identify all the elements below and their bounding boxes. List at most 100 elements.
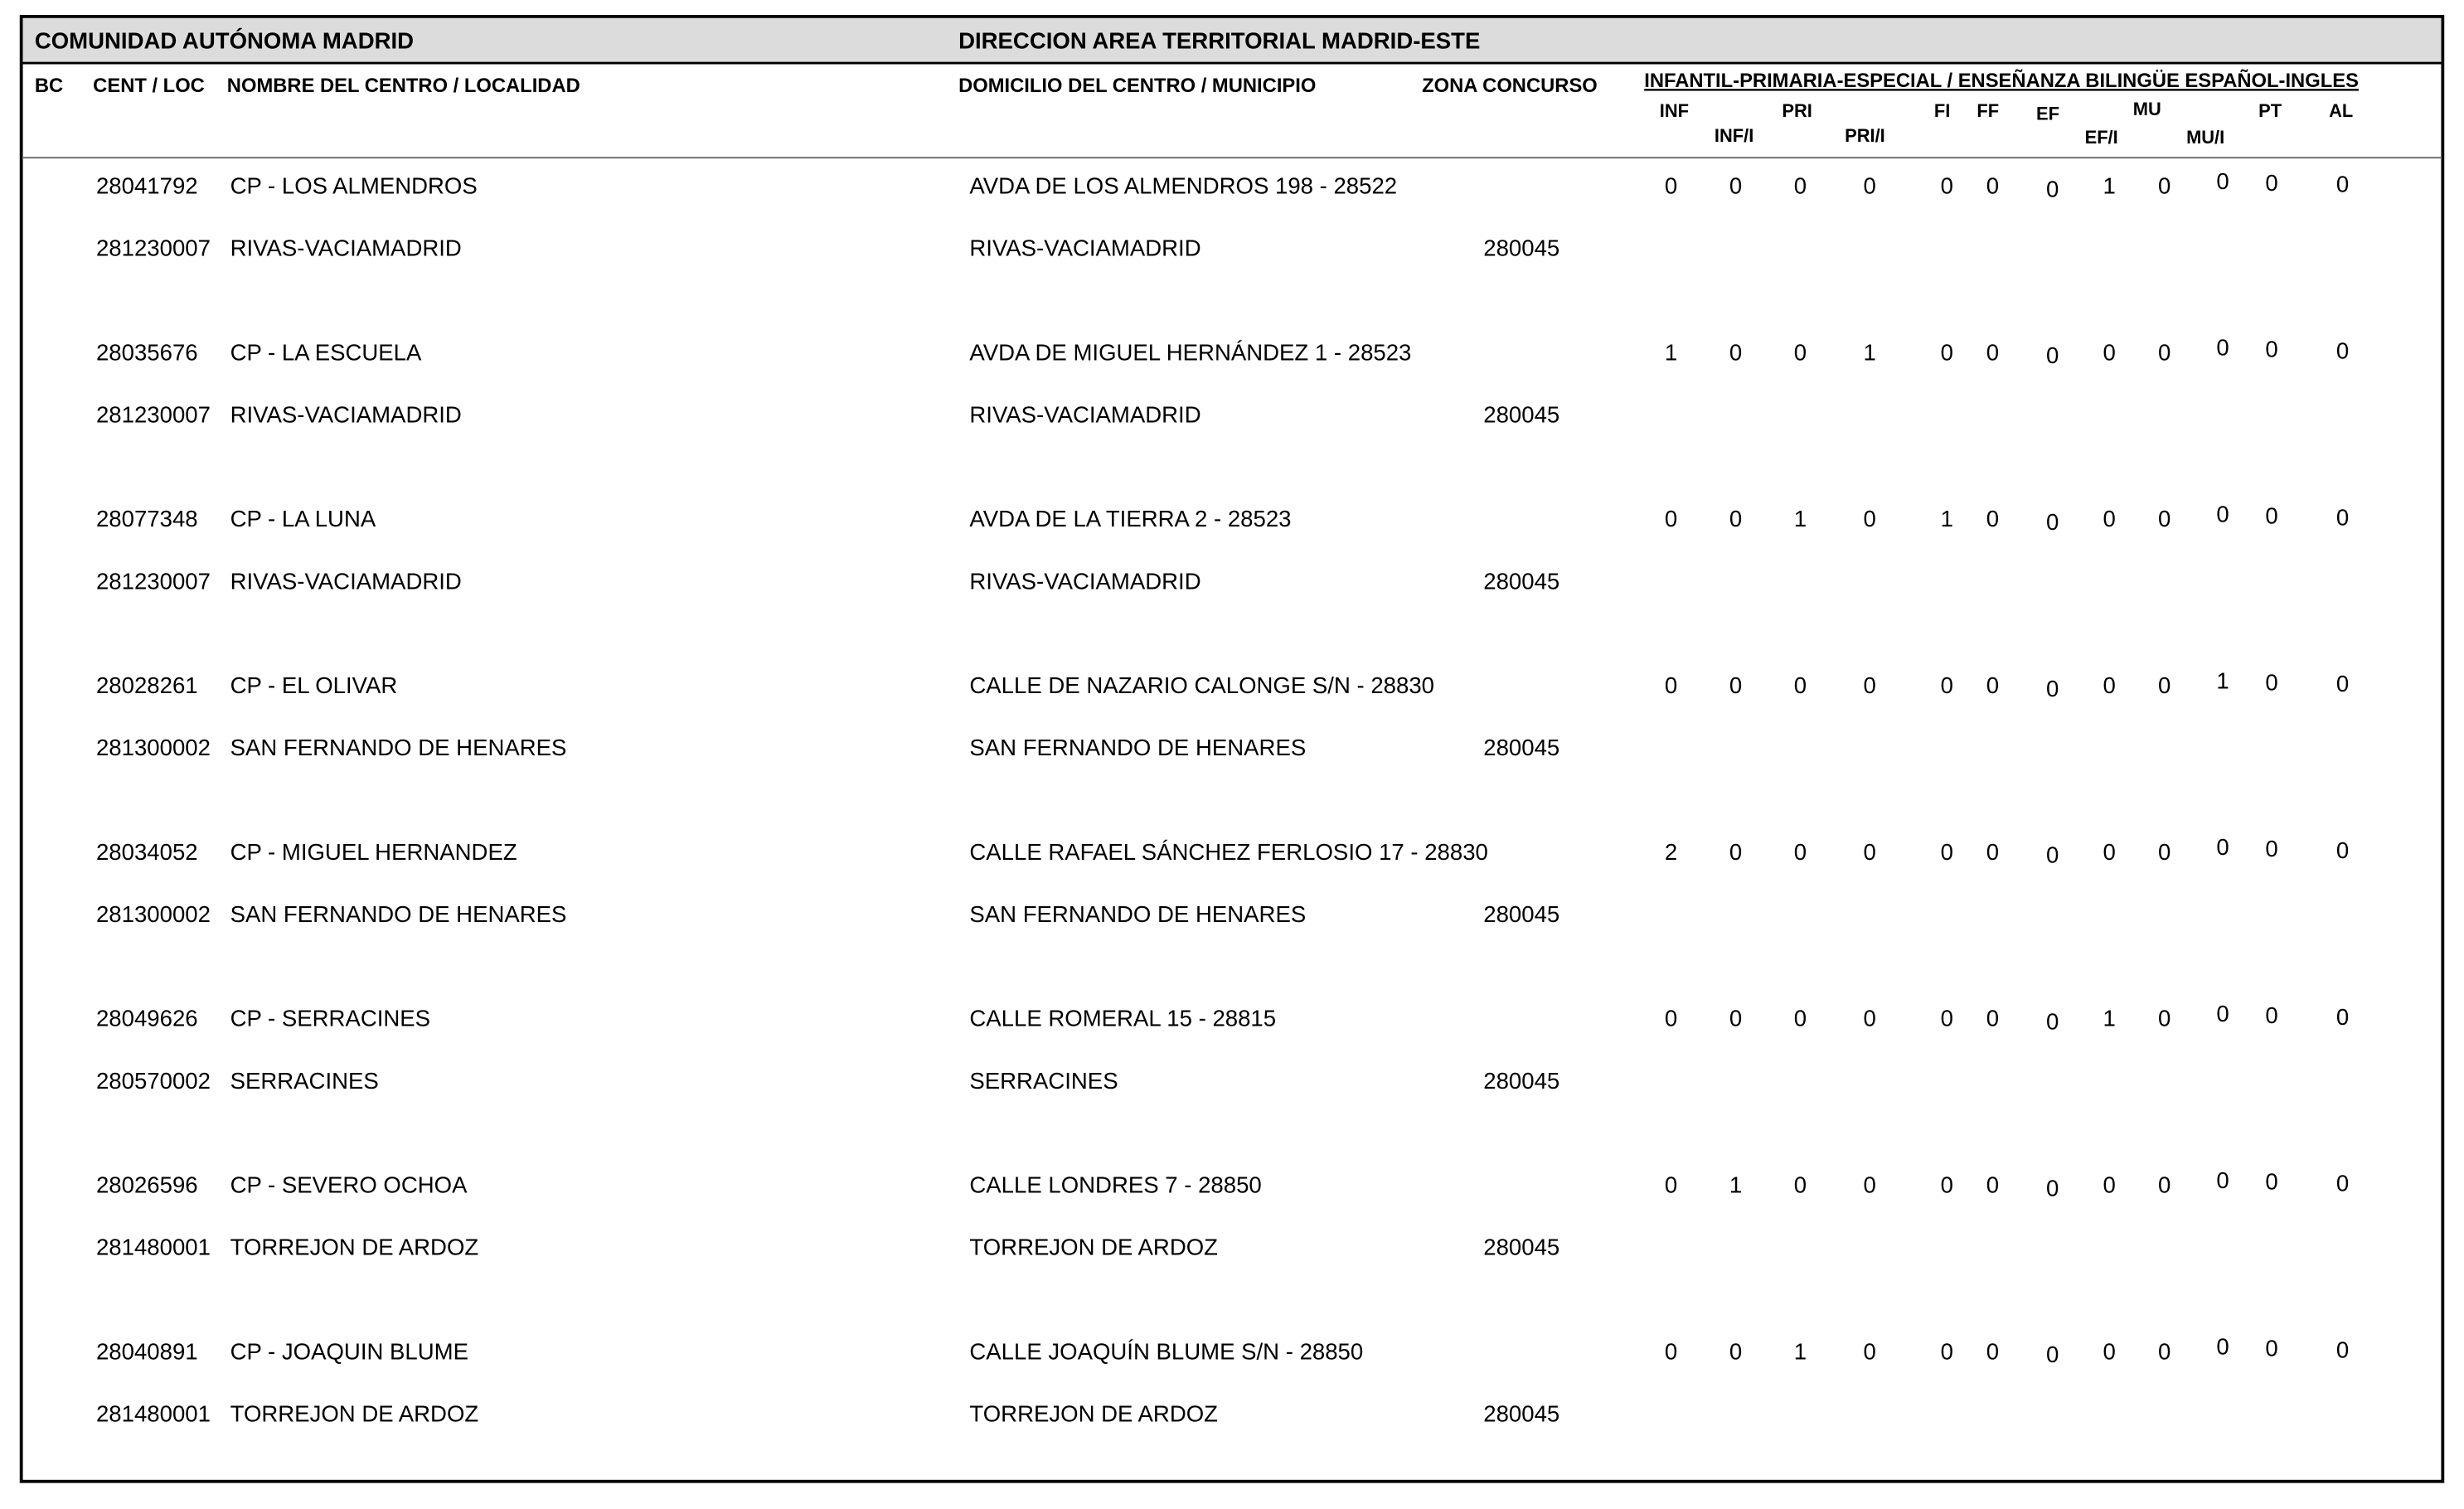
center-address: CALLE DE NAZARIO CALONGE S/N - 28830 xyxy=(969,672,1434,698)
vacancy-count: 0 xyxy=(2336,671,2349,696)
col-header: ZONA CONCURSO xyxy=(1422,75,1598,97)
vacancy-count: 0 xyxy=(2216,1334,2229,1360)
locality: SAN FERNANDO DE HENARES xyxy=(230,735,567,760)
vacancy-count: 0 xyxy=(1729,339,1742,365)
vacancy-count: 0 xyxy=(2336,1171,2349,1196)
municipality: RIVAS-VACIAMADRID xyxy=(969,235,1200,261)
vacancy-count: 0 xyxy=(2265,669,2277,695)
vacancy-count: 0 xyxy=(1665,1172,1677,1198)
vacancy-count: 0 xyxy=(2158,173,2171,199)
vacancy-count: 0 xyxy=(2216,834,2229,860)
vacancy-count: 0 xyxy=(2158,672,2171,698)
vacancy-count: 0 xyxy=(1794,173,1807,199)
vacancy-count: 0 xyxy=(1986,1006,1999,1031)
locality-code: 281480001 xyxy=(96,1235,211,1260)
vacancy-count: 0 xyxy=(2046,842,2059,868)
locality-code: 281230007 xyxy=(96,568,211,594)
col-header: NOMBRE DEL CENTRO / LOCALIDAD xyxy=(227,75,580,97)
vacancy-count: 0 xyxy=(2046,1009,2059,1035)
sub-header: EF/I xyxy=(2085,127,2118,148)
vacancy-count: 0 xyxy=(1986,173,1999,199)
vacancy-count: 0 xyxy=(2336,338,2349,364)
vacancy-count: 0 xyxy=(1941,1338,1953,1364)
locality-code: 280570002 xyxy=(96,1068,211,1094)
center-address: CALLE RAFAEL SÁNCHEZ FERLOSIO 17 - 28830 xyxy=(969,839,1487,865)
vacancy-count: 0 xyxy=(2046,1342,2059,1367)
vacancy-count: 1 xyxy=(2103,1006,2115,1031)
sub-header: EF xyxy=(2036,104,2059,124)
locality: RIVAS-VACIAMADRID xyxy=(230,402,462,428)
frame xyxy=(19,15,2445,1483)
locality: TORREJON DE ARDOZ xyxy=(230,1401,479,1427)
vacancy-count: 0 xyxy=(2103,1338,2115,1364)
vacancy-count: 0 xyxy=(1863,839,1875,865)
vacancy-count: 0 xyxy=(1941,1172,1953,1198)
zona: 280045 xyxy=(1483,735,1559,760)
locality: SERRACINES xyxy=(230,1068,379,1094)
locality: SAN FERNANDO DE HENARES xyxy=(230,901,567,927)
municipality: SERRACINES xyxy=(969,1068,1118,1094)
vacancy-count: 0 xyxy=(1986,839,1999,865)
vacancy-count: 0 xyxy=(1794,672,1807,698)
locality-code: 281300002 xyxy=(96,735,211,760)
vacancy-count: 1 xyxy=(1665,339,1677,365)
center-code: 28034052 xyxy=(96,839,198,865)
municipality: SAN FERNANDO DE HENARES xyxy=(969,735,1306,760)
center-name: CP - LA ESCUELA xyxy=(230,339,422,365)
center-name: CP - LA LUNA xyxy=(230,506,376,531)
sub-header: INF/I xyxy=(1715,125,1753,146)
center-address: CALLE JOAQUÍN BLUME S/N - 28850 xyxy=(969,1338,1363,1364)
vacancy-count: 0 xyxy=(1729,839,1742,865)
vacancy-count: 0 xyxy=(2265,170,2277,196)
vacancy-count: 0 xyxy=(1986,1338,1999,1364)
vacancy-count: 2 xyxy=(1665,839,1677,865)
center-code: 28028261 xyxy=(96,672,198,698)
vacancy-count: 0 xyxy=(2336,172,2349,197)
vacancy-count: 0 xyxy=(2046,676,2059,701)
vacancy-count: 0 xyxy=(2216,168,2229,194)
center-row: 28026596 CP - SEVERO OCHOA CALLE LONDRES 7… xyxy=(96,1167,2349,1260)
center-name: CP - SEVERO OCHOA xyxy=(230,1172,468,1198)
vacancy-count: 0 xyxy=(1863,173,1875,199)
sub-header: INF xyxy=(1660,100,1689,121)
locality-code: 281480001 xyxy=(96,1401,211,1427)
municipality: TORREJON DE ARDOZ xyxy=(969,1401,1218,1427)
municipality: RIVAS-VACIAMADRID xyxy=(969,402,1200,428)
center-address: CALLE ROMERAL 15 - 28815 xyxy=(969,1006,1276,1031)
vacancy-count: 1 xyxy=(1794,1338,1807,1364)
group-header: INFANTIL-PRIMARIA-ESPECIAL / ENSEÑANZA B… xyxy=(1644,69,2359,92)
zona: 280045 xyxy=(1483,901,1559,927)
region: COMUNIDAD AUTÓNOMA MADRID xyxy=(35,28,414,54)
zona: 280045 xyxy=(1483,1068,1559,1094)
zona: 280045 xyxy=(1483,235,1559,261)
center-name: CP - SERRACINES xyxy=(230,1006,430,1031)
sub-header: FF xyxy=(1977,100,1999,121)
center-address: AVDA DE LA TIERRA 2 - 28523 xyxy=(969,506,1291,531)
header-band xyxy=(22,17,2442,63)
vacancy-count: 0 xyxy=(1941,173,1953,199)
center-name: CP - EL OLIVAR xyxy=(230,672,398,698)
vacancy-count: 0 xyxy=(2265,502,2277,528)
vacancy-count: 0 xyxy=(2265,1336,2277,1361)
vacancy-count: 0 xyxy=(2103,672,2115,698)
vacancy-count: 0 xyxy=(1986,672,1999,698)
vacancy-count: 0 xyxy=(2336,837,2349,863)
col-header: CENT / LOC xyxy=(93,75,205,97)
locality-code: 281230007 xyxy=(96,235,211,261)
vacancy-count: 0 xyxy=(2158,506,2171,531)
vacancy-count: 0 xyxy=(1941,839,1953,865)
vacancy-count: 0 xyxy=(2216,1001,2229,1026)
vacancy-count: 0 xyxy=(2336,1337,2349,1362)
vacancy-count: 0 xyxy=(1665,1338,1677,1364)
vacancy-count: 0 xyxy=(1729,173,1742,199)
vacancy-count: 0 xyxy=(1729,672,1742,698)
vacancy-count: 0 xyxy=(2158,839,2171,865)
vacancy-count: 0 xyxy=(1794,1006,1807,1031)
center-address: AVDA DE MIGUEL HERNÁNDEZ 1 - 28523 xyxy=(969,339,1411,365)
vacancy-count: 0 xyxy=(1941,1006,1953,1031)
sub-header: AL xyxy=(2329,100,2353,121)
vacancy-count: 0 xyxy=(2046,509,2059,535)
vacancy-count: 1 xyxy=(2103,173,2115,199)
col-header: BC xyxy=(35,75,63,97)
